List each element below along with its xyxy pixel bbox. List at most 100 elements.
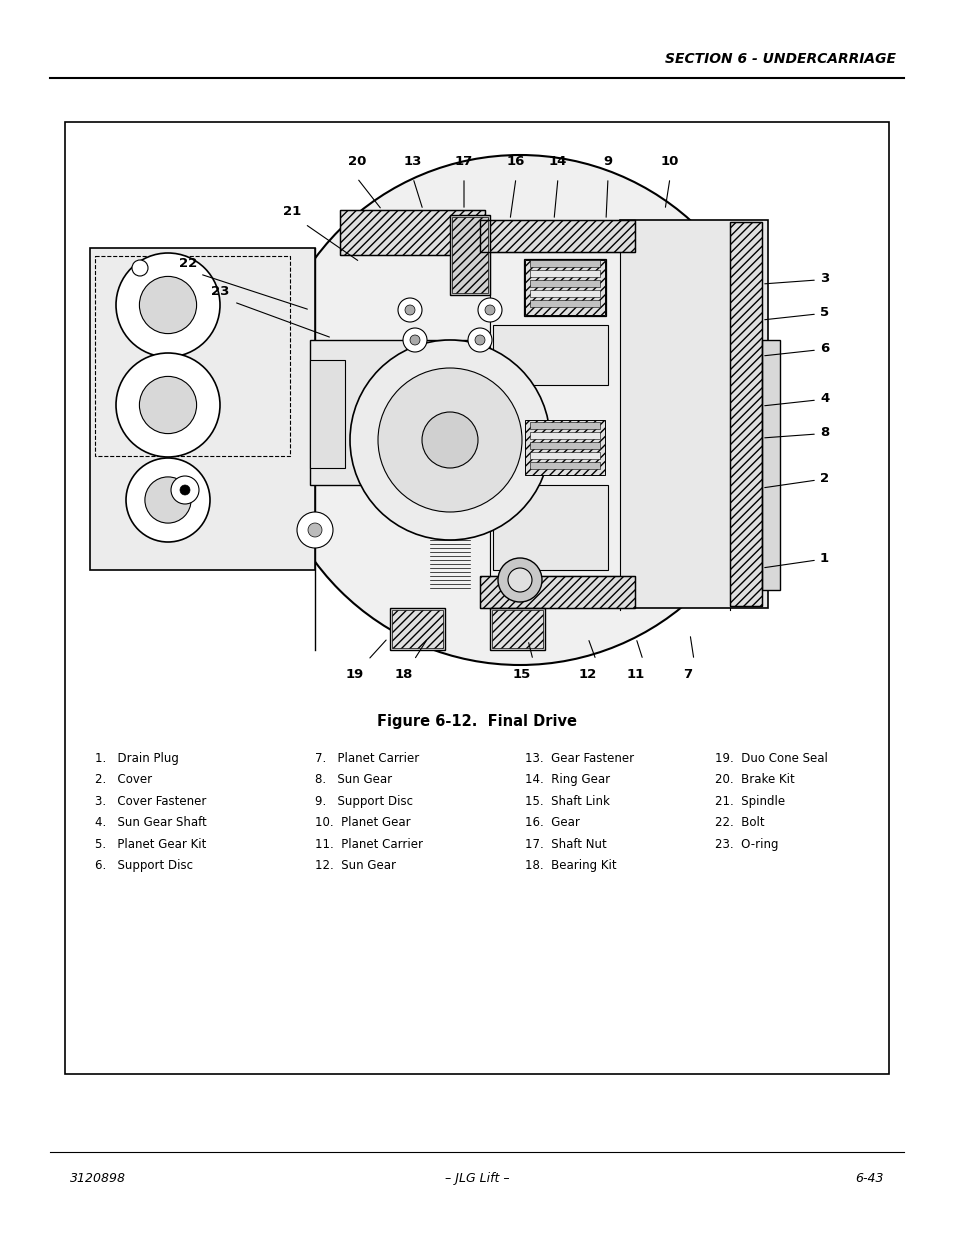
Text: 13.  Gear Fastener: 13. Gear Fastener [524,752,634,764]
Bar [493,485,607,571]
Circle shape [139,277,196,333]
Text: 11: 11 [626,668,644,680]
Text: 19: 19 [346,668,364,680]
Text: – JLG Lift –: – JLG Lift – [444,1172,509,1186]
Text: 4: 4 [820,391,828,405]
Text: 11.  Planet Carrier: 11. Planet Carrier [314,839,422,851]
Text: 6-43: 6-43 [855,1172,883,1186]
Circle shape [468,329,492,352]
Bar [530,290,599,296]
Text: 12.  Sun Gear: 12. Sun Gear [314,860,395,872]
Text: SECTION 6 - UNDERCARRIAGE: SECTION 6 - UNDERCARRIAGE [664,52,895,65]
Circle shape [402,329,427,352]
Circle shape [132,261,148,275]
Circle shape [421,412,477,468]
Bar [479,576,635,608]
Text: 19.  Duo Cone Seal: 19. Duo Cone Seal [714,752,827,764]
Circle shape [308,522,322,537]
Text: 17.  Shaft Nut: 17. Shaft Nut [524,839,606,851]
Text: 2: 2 [820,472,828,484]
Bar [524,420,604,475]
Bar [761,340,780,590]
Text: 10: 10 [660,156,679,168]
Circle shape [296,513,333,548]
Text: 14.  Ring Gear: 14. Ring Gear [524,773,610,787]
Circle shape [497,558,541,601]
Text: 7.   Planet Carrier: 7. Planet Carrier [314,752,418,764]
Text: 3120898: 3120898 [70,1172,126,1186]
Text: 7: 7 [682,668,692,680]
Bar [490,608,544,650]
Text: 15.  Shaft Link: 15. Shaft Link [524,795,609,808]
Text: 15: 15 [513,668,531,680]
Text: 22.  Bolt: 22. Bolt [714,816,763,830]
Bar [530,270,599,277]
Text: 23.  O-ring: 23. O-ring [714,839,778,851]
Bar [493,325,607,385]
Text: 5: 5 [820,305,828,319]
Circle shape [477,298,501,322]
Text: 14: 14 [548,156,567,168]
Text: 20.  Brake Kit: 20. Brake Kit [714,773,794,787]
Circle shape [350,340,550,540]
Text: 23: 23 [211,285,229,298]
Text: 18.  Bearing Kit: 18. Bearing Kit [524,860,616,872]
Bar [479,220,635,252]
Circle shape [116,353,220,457]
Bar [530,261,599,267]
Bar [530,300,599,308]
Text: 1.   Drain Plug: 1. Drain Plug [95,752,179,764]
Circle shape [265,156,774,664]
Text: 16: 16 [506,156,525,168]
Bar [95,256,290,456]
Bar [729,222,761,606]
Bar [479,220,635,252]
Text: 6.   Support Disc: 6. Support Disc [95,860,193,872]
Bar [530,452,599,459]
Text: 6: 6 [820,342,828,354]
Text: 22: 22 [178,257,197,270]
Bar [310,359,345,468]
Circle shape [475,335,484,345]
Bar [390,608,444,650]
Text: 12: 12 [578,668,597,680]
Bar [90,248,314,571]
Bar [479,576,635,608]
Circle shape [171,475,199,504]
Circle shape [126,458,210,542]
Bar [450,215,490,295]
Bar [65,122,888,1074]
Bar [523,259,605,316]
Bar [619,220,767,608]
Text: Figure 6-12.  Final Drive: Figure 6-12. Final Drive [376,714,577,729]
Circle shape [145,477,191,524]
Text: 3: 3 [820,272,828,284]
Text: 20: 20 [348,156,366,168]
Text: 10.  Planet Gear: 10. Planet Gear [314,816,410,830]
Text: 17: 17 [455,156,473,168]
Bar [530,280,599,287]
Text: 8: 8 [820,426,828,438]
Bar [339,210,484,254]
Bar [530,462,599,469]
Text: 9: 9 [603,156,612,168]
Circle shape [139,377,196,433]
Circle shape [484,305,495,315]
Bar [310,340,519,485]
Text: 4.   Sun Gear Shaft: 4. Sun Gear Shaft [95,816,207,830]
Bar [392,610,442,648]
Circle shape [397,298,421,322]
Text: 8.   Sun Gear: 8. Sun Gear [314,773,392,787]
Text: 16.  Gear: 16. Gear [524,816,579,830]
Circle shape [410,335,419,345]
Bar [530,442,599,450]
Bar [524,261,604,315]
Bar [530,432,599,438]
Bar [339,210,484,254]
Bar [492,610,542,648]
Circle shape [405,305,415,315]
Bar [452,217,488,293]
Circle shape [507,568,532,592]
Text: 18: 18 [395,668,413,680]
Text: 1: 1 [820,552,828,564]
